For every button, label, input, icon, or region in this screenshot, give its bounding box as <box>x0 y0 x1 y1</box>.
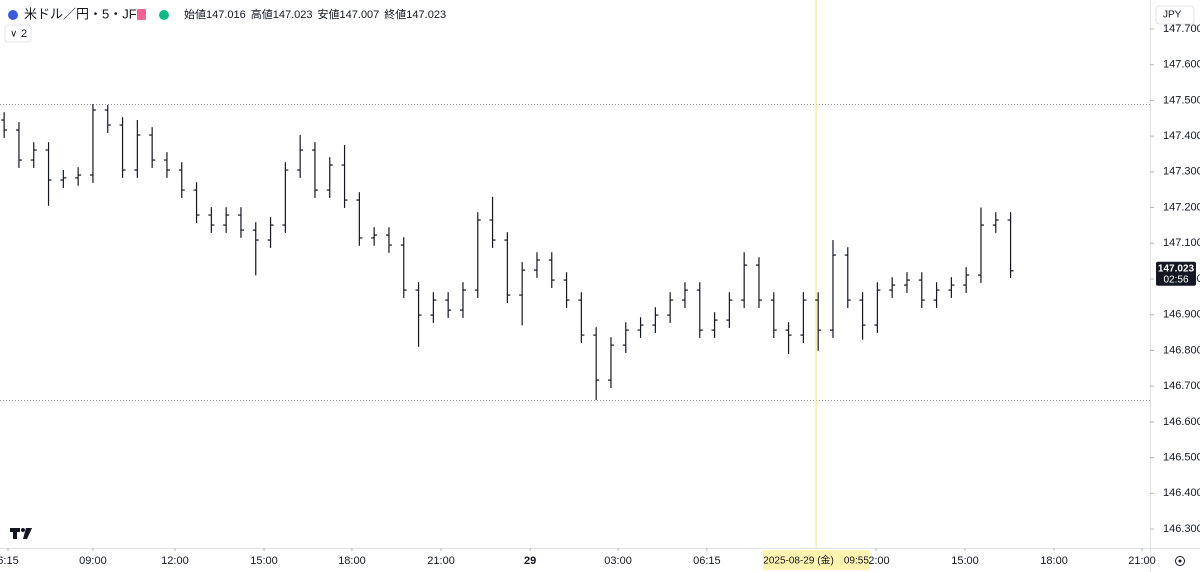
settings-icon[interactable] <box>1175 556 1185 566</box>
x-tick-label: 09:00 <box>79 555 107 567</box>
y-tick-label: 147.500 <box>1163 94 1200 106</box>
x-tick-label: 15:00 <box>951 555 979 567</box>
symbol[interactable]: 米ドル／円・5・JFX <box>24 6 146 21</box>
countdown: 02:56 <box>1163 274 1188 285</box>
y-tick-label: 147.700 <box>1163 23 1200 35</box>
currency-button[interactable] <box>1155 5 1195 25</box>
last-price: 147.023 <box>1158 263 1195 274</box>
x-tick-label: 12:00 <box>161 555 189 567</box>
y-tick-label: 146.800 <box>1163 344 1200 356</box>
tv-logo <box>10 528 32 539</box>
readout-label: 始値 <box>184 7 206 21</box>
crosshair-label: 2025-08-29 (金) 09:55 <box>763 554 869 567</box>
status-dot <box>159 10 169 20</box>
y-tick-label: 147.400 <box>1163 130 1200 142</box>
x-tick-label: 18:00 <box>1040 555 1068 567</box>
symbol-flag <box>8 10 18 20</box>
readout-value: 147.023 <box>406 9 446 21</box>
readout-value: 147.016 <box>206 9 246 21</box>
y-tick-label: 146.400 <box>1163 487 1200 499</box>
flag-icon[interactable] <box>137 9 146 20</box>
readout-label: 安値 <box>318 7 340 21</box>
last-price-tag <box>1156 261 1196 286</box>
x-tick-label: 18:00 <box>338 555 366 567</box>
x-tick-label: 29 <box>524 555 536 567</box>
y-tick-label: 147.100 <box>1163 237 1200 249</box>
readout-value: 147.023 <box>273 9 313 21</box>
x-tick-label: 6:15 <box>0 555 19 567</box>
y-tick-label: 146.700 <box>1163 380 1200 392</box>
currency: JPY <box>1163 10 1182 21</box>
y-tick-label: 147.600 <box>1163 59 1200 71</box>
ohlc-bars <box>1 103 1014 401</box>
y-tick-label: 146.900 <box>1163 309 1200 321</box>
readout-label: 高値 <box>251 7 273 21</box>
x-tick-label: 03:00 <box>604 555 632 567</box>
crosshair-label-bg <box>763 550 870 570</box>
y-tick-label: 147.200 <box>1163 201 1200 213</box>
x-tick-label: 21:00 <box>427 555 455 567</box>
x-tick-label: 21:00 <box>1128 555 1156 567</box>
indicator-count: 2 <box>21 28 27 40</box>
x-tick-label: 15:00 <box>250 555 278 567</box>
y-tick-label: 147.300 <box>1163 166 1200 178</box>
indicator-toggle[interactable] <box>4 24 32 43</box>
y-tick-label: 146.600 <box>1163 416 1200 428</box>
y-tick-label: 146.500 <box>1163 452 1200 464</box>
readout-value: 147.007 <box>340 9 380 21</box>
readout-label: 終値 <box>384 7 406 21</box>
y-tick-label: 146.300 <box>1163 523 1200 535</box>
chevron: ∨ <box>10 29 17 40</box>
x-tick-label: 06:15 <box>693 555 721 567</box>
